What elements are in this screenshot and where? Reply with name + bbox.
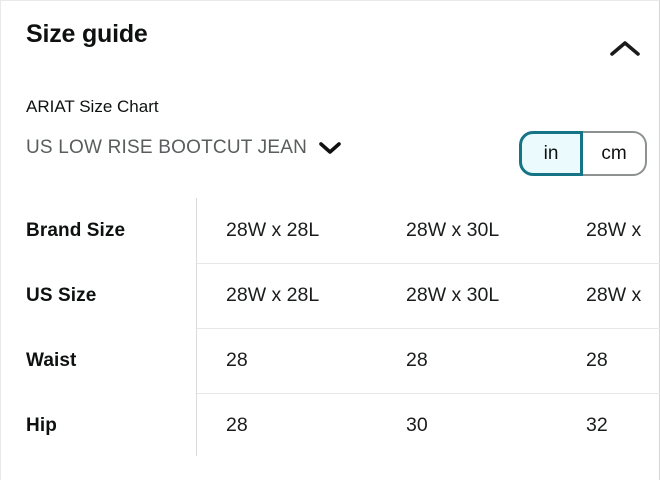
table-cell: 28W x 30L: [406, 284, 500, 306]
table-row-waist: Waist 28 28 28: [1, 328, 660, 393]
table-cell: 28W x 28L: [226, 219, 320, 241]
variant-selector-dropdown[interactable]: US LOW RISE BOOTCUT JEAN: [26, 137, 342, 159]
table-cell: 28: [226, 414, 248, 436]
variant-label: US LOW RISE BOOTCUT JEAN: [26, 137, 308, 158]
unit-cm-button[interactable]: cm: [583, 131, 647, 176]
table-cell: 28: [406, 349, 428, 371]
table-cell: 28: [226, 349, 248, 371]
table-cell: 32: [586, 414, 608, 436]
table-cell: 28W x 28L: [226, 284, 320, 306]
unit-in-button[interactable]: in: [519, 131, 583, 176]
table-vertical-divider: [196, 198, 197, 456]
row-header: Brand Size: [26, 219, 126, 241]
table-cell: 28: [586, 349, 608, 371]
table-row-hip: Hip 28 30 32: [1, 393, 660, 458]
table-row-brand-size: Brand Size 28W x 28L 28W x 30L 28W x: [1, 198, 660, 263]
table-cell: 28W x 30L: [406, 219, 500, 241]
row-divider: [197, 263, 660, 264]
row-header: US Size: [26, 284, 97, 306]
row-divider: [197, 328, 660, 329]
chevron-down-icon: [318, 141, 342, 155]
size-chart-table: Brand Size 28W x 28L 28W x 30L 28W x US …: [1, 198, 660, 458]
unit-toggle: in cm: [519, 131, 647, 176]
row-header: Hip: [26, 414, 57, 436]
chevron-up-icon: [609, 40, 641, 57]
row-divider: [197, 393, 660, 394]
table-cell: 28W x: [586, 219, 642, 241]
row-header: Waist: [26, 349, 77, 371]
brand-size-chart-label: ARIAT Size Chart: [26, 97, 159, 116]
table-row-us-size: US Size 28W x 28L 28W x 30L 28W x: [1, 263, 660, 328]
page-title: Size guide: [26, 20, 148, 48]
table-cell: 28W x: [586, 284, 642, 306]
table-cell: 30: [406, 414, 428, 436]
collapse-button[interactable]: [601, 31, 649, 65]
